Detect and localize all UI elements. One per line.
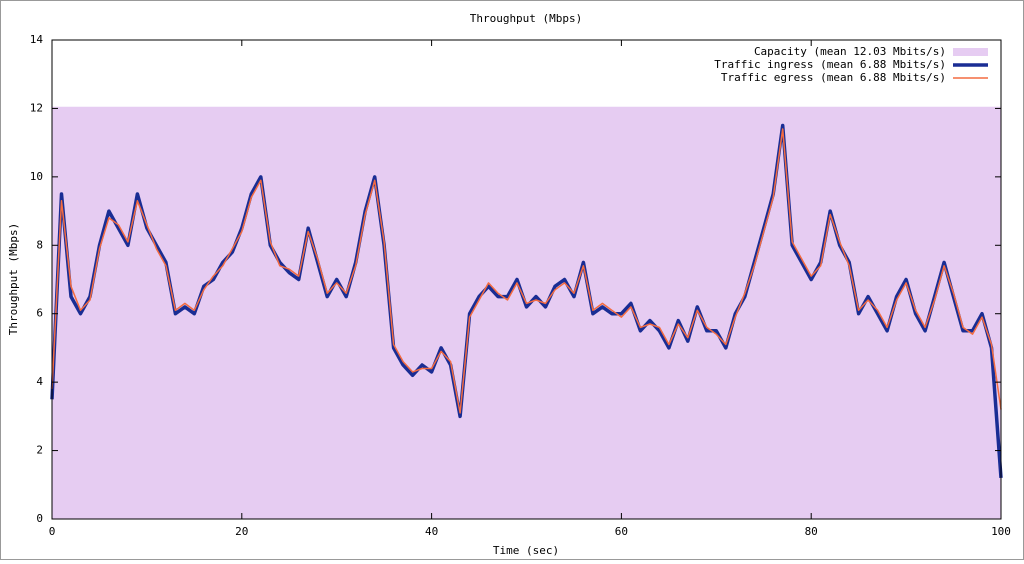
legend-swatch [953, 48, 988, 56]
y-tick-label: 4 [36, 375, 43, 388]
y-tick-label: 0 [36, 512, 43, 525]
y-tick-label: 6 [36, 307, 43, 320]
x-tick-label: 100 [991, 525, 1011, 538]
legend-label: Traffic egress (mean 6.88 Mbits/s) [721, 71, 946, 84]
chart-title: Throughput (Mbps) [470, 12, 583, 25]
x-tick-label: 80 [805, 525, 818, 538]
series-line [51, 128, 1002, 414]
y-tick-label: 10 [30, 170, 43, 183]
y-tick-label: 8 [36, 238, 43, 251]
y-axis-label: Throughput (Mbps) [7, 223, 20, 336]
x-tick-label: 0 [49, 525, 56, 538]
legend-label: Capacity (mean 12.03 Mbits/s) [754, 45, 946, 58]
x-tick-label: 40 [425, 525, 438, 538]
y-tick-label: 2 [36, 444, 43, 457]
x-tick-label: 20 [235, 525, 248, 538]
x-tick-label: 60 [615, 525, 628, 538]
legend-label: Traffic ingress (mean 6.88 Mbits/s) [714, 58, 946, 71]
plot-border [51, 39, 1002, 520]
y-tick-label: 14 [30, 33, 44, 46]
x-axis-label: Time (sec) [493, 544, 559, 557]
y-tick-label: 12 [30, 101, 43, 114]
capacity-area [52, 106, 1001, 519]
